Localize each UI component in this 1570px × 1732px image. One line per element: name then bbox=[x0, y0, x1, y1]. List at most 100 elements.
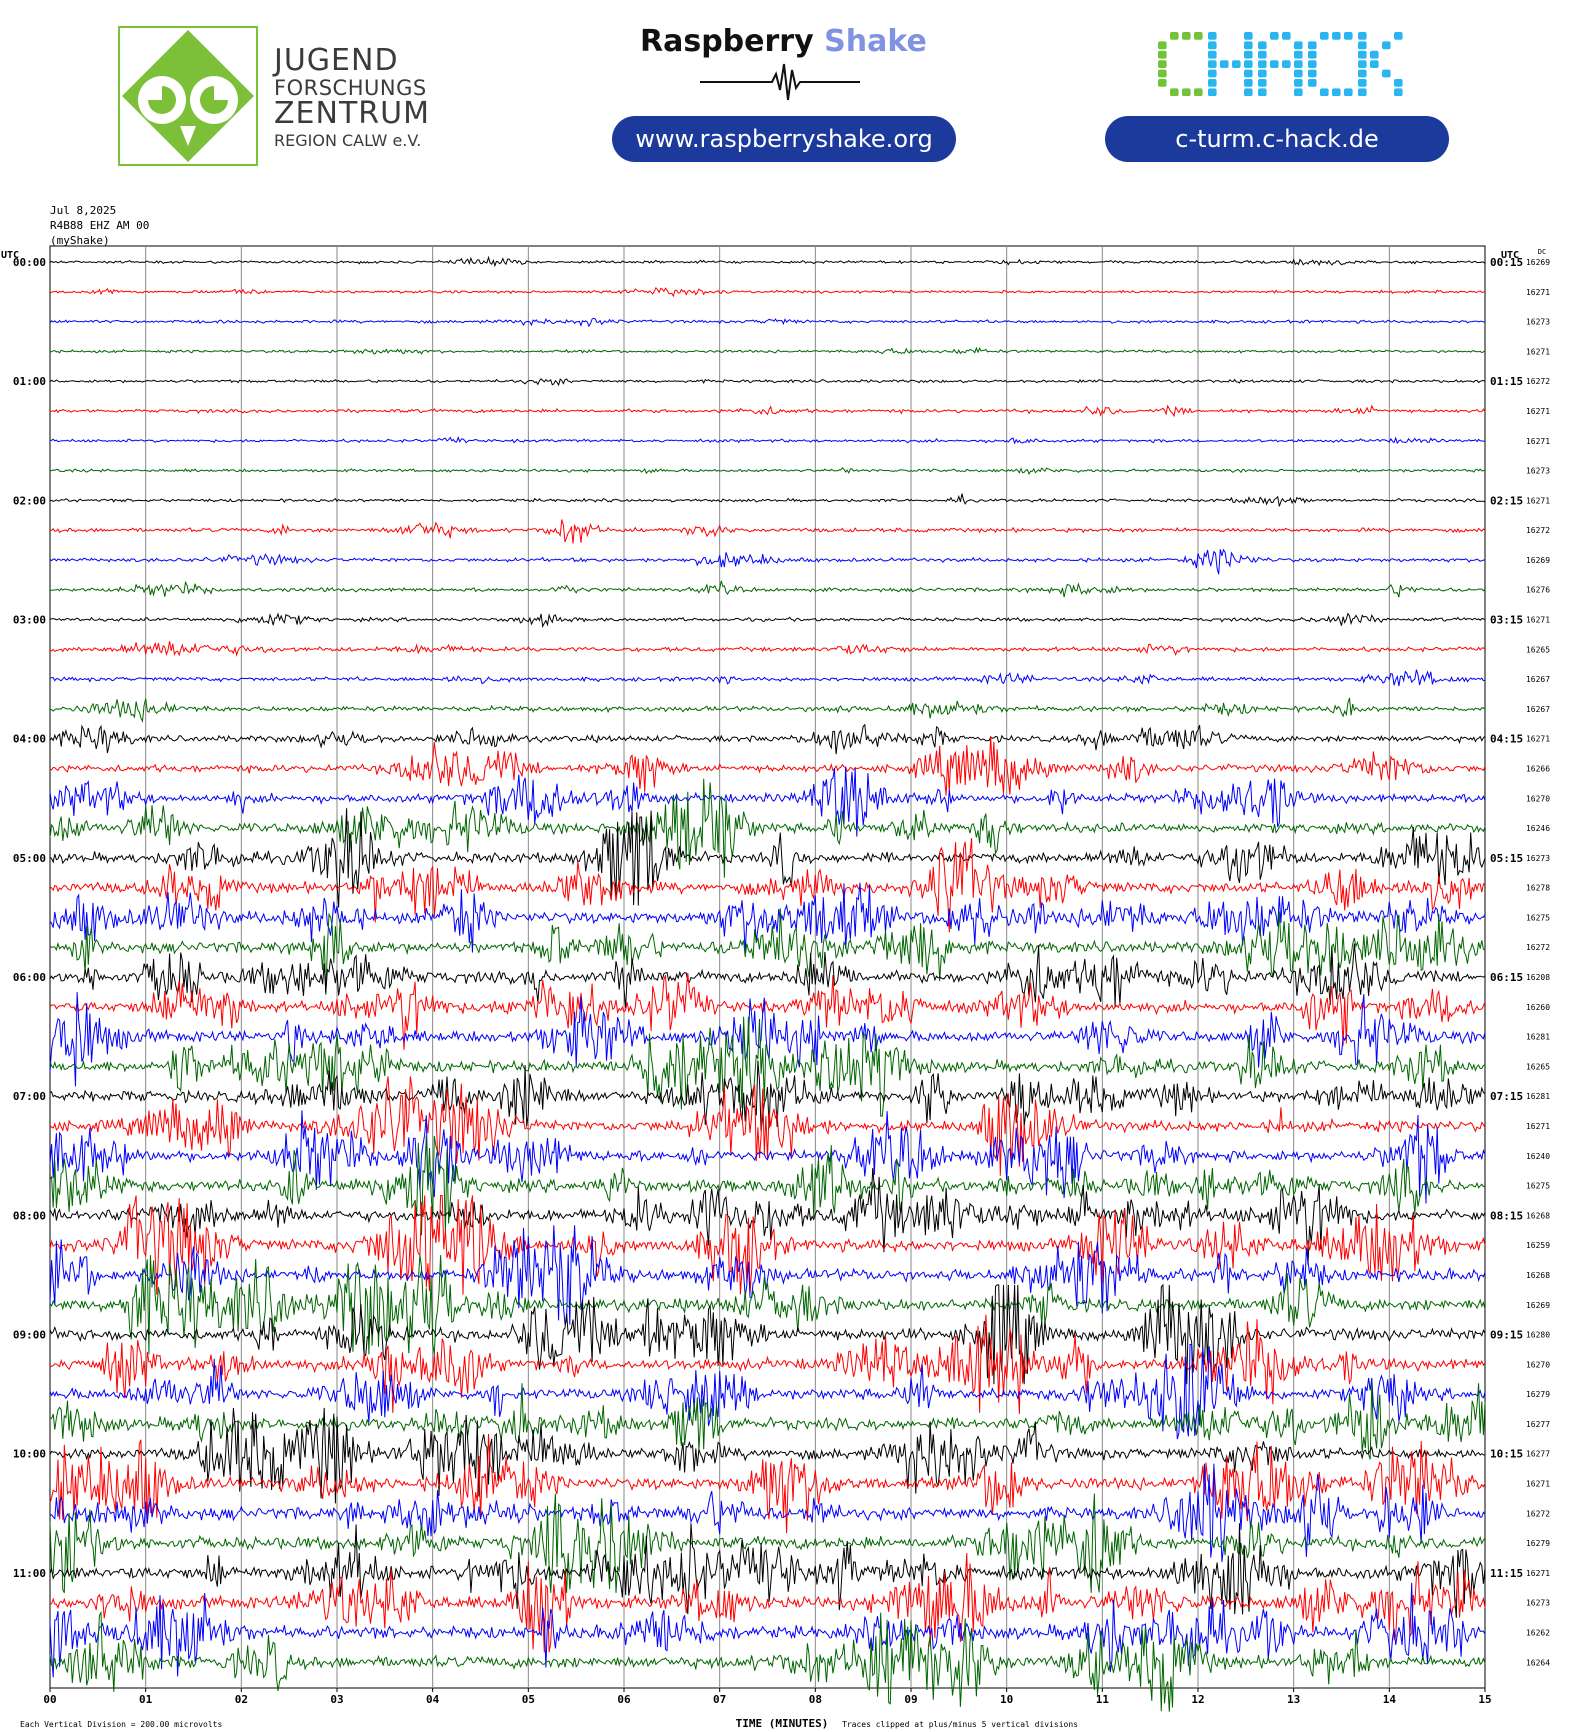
dc-offset-label: 16279 bbox=[1526, 1390, 1550, 1399]
trace-row-22 bbox=[49, 882, 1486, 953]
x-tick-label: 04 bbox=[426, 1693, 440, 1706]
raspberryshake-url[interactable]: www.raspberryshake.org bbox=[612, 116, 956, 162]
chack-dot bbox=[1244, 88, 1253, 96]
chack-dot bbox=[1182, 32, 1191, 40]
dc-offset-label: 16270 bbox=[1526, 794, 1550, 803]
left-hour-label: 11:00 bbox=[13, 1567, 46, 1580]
chack-logo bbox=[1158, 32, 1403, 96]
x-tick-label: 03 bbox=[330, 1693, 343, 1706]
dc-offset-label: 16271 bbox=[1526, 347, 1550, 356]
right-axis-title: UTC bbox=[1501, 250, 1519, 261]
chack-dot bbox=[1244, 60, 1253, 68]
chack-dot bbox=[1158, 69, 1167, 78]
chack-dot bbox=[1258, 41, 1267, 50]
chack-dot bbox=[1332, 88, 1341, 96]
x-tick-label: 12 bbox=[1191, 1693, 1204, 1706]
chack-dot bbox=[1394, 32, 1403, 40]
station-meta: Jul 8,2025 R4B88 EHZ AM 00 (myShake) bbox=[50, 203, 149, 248]
dc-offset-label: 16268 bbox=[1526, 1211, 1550, 1220]
right-hour-label: 08:15 bbox=[1490, 1209, 1523, 1222]
dc-offset-label: 16271 bbox=[1526, 735, 1550, 744]
trace-row-43 bbox=[49, 1493, 1486, 1594]
trace-row-27 bbox=[49, 1016, 1486, 1117]
chack-dot bbox=[1358, 50, 1367, 59]
right-hour-label: 05:15 bbox=[1490, 852, 1523, 865]
scale-note: Each Vertical Division = 200.00 microvol… bbox=[20, 1720, 222, 1729]
right-hour-label: 06:15 bbox=[1490, 971, 1523, 984]
x-tick-label: 08 bbox=[809, 1693, 822, 1706]
x-tick-label: 15 bbox=[1478, 1693, 1491, 1706]
dc-offset-label: 16271 bbox=[1526, 1480, 1550, 1489]
dc-offset-label: 16272 bbox=[1526, 943, 1550, 952]
dc-offset-label: 16208 bbox=[1526, 973, 1550, 982]
trace-row-14 bbox=[49, 669, 1486, 687]
dc-offset-label: 16265 bbox=[1526, 645, 1550, 654]
chack-dot bbox=[1194, 88, 1203, 96]
left-hour-label: 02:00 bbox=[13, 494, 46, 507]
left-hour-label: 00:00 bbox=[13, 256, 46, 269]
trace-row-6 bbox=[50, 436, 1486, 445]
x-tick-label: 02 bbox=[235, 1693, 248, 1706]
dc-offset-label: 16267 bbox=[1526, 675, 1550, 684]
owl-icon bbox=[118, 26, 258, 166]
trace-row-30 bbox=[49, 1110, 1486, 1204]
dc-offset-label: 16270 bbox=[1526, 1360, 1550, 1369]
x-axis-title: TIME (MINUTES) bbox=[736, 1717, 829, 1730]
trace-row-18 bbox=[49, 766, 1486, 837]
dc-offset-label: 16267 bbox=[1526, 705, 1550, 714]
chack-dot bbox=[1158, 79, 1167, 87]
chack-dot bbox=[1358, 60, 1367, 68]
dc-offset-label: 16246 bbox=[1526, 824, 1550, 833]
trace-row-24 bbox=[49, 943, 1486, 1009]
jfz-line-4: REGION CALW e.V. bbox=[274, 131, 422, 150]
trace-row-28 bbox=[49, 1060, 1486, 1132]
chack-dot bbox=[1170, 32, 1179, 40]
right-hour-label: 09:15 bbox=[1490, 1329, 1523, 1342]
trace-row-13 bbox=[49, 641, 1486, 657]
trace-row-44 bbox=[49, 1523, 1486, 1618]
station-code: R4B88 EHZ AM 00 bbox=[50, 219, 150, 232]
dc-offset-label: 16281 bbox=[1526, 1033, 1550, 1042]
dc-offset-label: 16281 bbox=[1526, 1092, 1550, 1101]
dc-offset-label: 16271 bbox=[1526, 407, 1550, 416]
dc-offset-label: 16278 bbox=[1526, 884, 1550, 893]
trace-row-40 bbox=[49, 1407, 1486, 1504]
trace-row-38 bbox=[49, 1344, 1486, 1440]
dc-offset-label: 16240 bbox=[1526, 1152, 1550, 1161]
left-hour-label: 01:00 bbox=[13, 375, 46, 388]
chack-dot bbox=[1258, 69, 1267, 78]
dc-offset-label: 16272 bbox=[1526, 377, 1550, 386]
chack-url[interactable]: c-turm.c-hack.de bbox=[1105, 116, 1449, 162]
left-hour-label: 09:00 bbox=[13, 1329, 46, 1342]
chack-dot bbox=[1282, 32, 1291, 40]
dc-offset-label: 16279 bbox=[1526, 1539, 1550, 1548]
recording-date: Jul 8,2025 bbox=[50, 204, 117, 217]
dc-offset-label: 16269 bbox=[1526, 258, 1550, 267]
chack-dot bbox=[1244, 79, 1253, 87]
chack-dot bbox=[1344, 88, 1353, 96]
dc-offset-label: 16275 bbox=[1526, 913, 1550, 922]
dc-offset-label: 16265 bbox=[1526, 1062, 1550, 1071]
trace-row-25 bbox=[49, 972, 1486, 1050]
right-hour-label: 00:15 bbox=[1490, 256, 1523, 269]
dc-offset-label: 16273 bbox=[1526, 854, 1550, 863]
trace-row-11 bbox=[49, 580, 1486, 598]
dc-offset-label: 16273 bbox=[1526, 467, 1550, 476]
dc-offset-label: 16260 bbox=[1526, 1003, 1550, 1012]
trace-row-36 bbox=[49, 1283, 1486, 1385]
chack-dot bbox=[1244, 32, 1253, 40]
chack-dot bbox=[1194, 32, 1203, 40]
chack-dot bbox=[1382, 69, 1391, 78]
seismic-traces bbox=[49, 255, 1486, 1712]
chack-dot bbox=[1158, 41, 1167, 50]
chack-dot bbox=[1320, 32, 1329, 40]
trace-row-45 bbox=[50, 1552, 1486, 1653]
trace-row-33 bbox=[49, 1195, 1486, 1295]
dc-title: DC bbox=[1538, 248, 1546, 256]
chack-dot bbox=[1308, 60, 1317, 68]
right-hour-label: 07:15 bbox=[1490, 1090, 1523, 1103]
dc-offset-label: 16271 bbox=[1526, 437, 1550, 446]
grid-lines bbox=[49, 245, 1486, 1689]
trace-row-42 bbox=[49, 1463, 1486, 1562]
dc-offset-label: 16273 bbox=[1526, 318, 1550, 327]
